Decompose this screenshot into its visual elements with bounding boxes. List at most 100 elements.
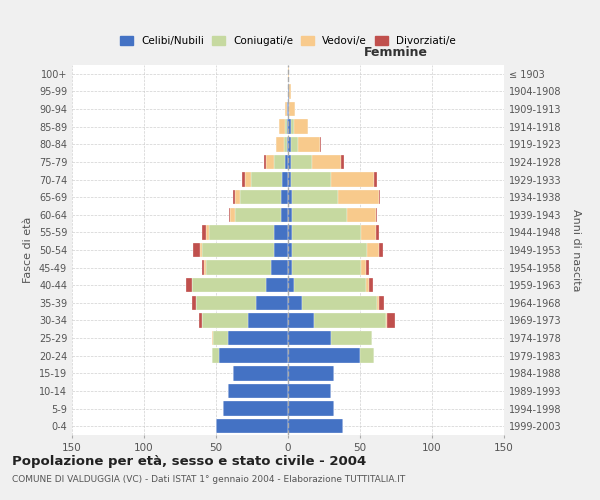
Bar xyxy=(209,225,274,240)
Bar xyxy=(292,243,367,257)
Bar xyxy=(289,84,291,98)
Bar xyxy=(288,331,331,345)
Legend: Celibi/Nubili, Coniugati/e, Vedovi/e, Divorziati/e: Celibi/Nubili, Coniugati/e, Vedovi/e, Di… xyxy=(117,33,459,50)
Bar xyxy=(233,190,235,204)
Bar xyxy=(274,243,288,257)
Bar xyxy=(202,260,205,275)
Bar xyxy=(292,225,361,240)
Bar xyxy=(287,102,288,117)
Bar xyxy=(366,278,368,292)
Bar xyxy=(288,84,289,98)
Bar xyxy=(288,296,302,310)
Bar xyxy=(292,260,361,275)
Bar xyxy=(376,208,377,222)
Bar xyxy=(376,225,379,240)
Text: COMUNE DI VALDUGGIA (VC) - Dati ISTAT 1° gennaio 2004 - Elaborazione TUTTITALIA.: COMUNE DI VALDUGGIA (VC) - Dati ISTAT 1°… xyxy=(12,475,405,484)
Bar xyxy=(248,314,288,328)
Bar xyxy=(191,278,266,292)
Bar xyxy=(331,331,371,345)
Bar xyxy=(292,208,347,222)
Bar xyxy=(288,402,334,416)
Bar xyxy=(347,208,376,222)
Bar xyxy=(367,243,379,257)
Bar xyxy=(227,331,288,345)
Bar xyxy=(287,120,288,134)
Bar xyxy=(193,243,200,257)
Bar xyxy=(274,154,285,169)
Bar xyxy=(235,208,281,222)
Bar xyxy=(287,137,288,152)
Bar xyxy=(263,154,266,169)
Bar xyxy=(285,120,287,134)
Bar xyxy=(191,296,196,310)
Bar xyxy=(202,225,206,240)
Bar xyxy=(199,314,202,328)
Bar xyxy=(242,172,245,186)
Bar xyxy=(186,278,191,292)
Bar xyxy=(230,208,235,222)
Bar xyxy=(288,66,289,81)
Bar xyxy=(256,296,288,310)
Bar xyxy=(288,278,294,292)
Bar xyxy=(202,314,248,328)
Bar xyxy=(206,260,271,275)
Bar xyxy=(196,296,256,310)
Bar xyxy=(280,120,285,134)
Bar xyxy=(288,102,289,117)
Text: Popolazione per età, sesso e stato civile - 2004: Popolazione per età, sesso e stato civil… xyxy=(12,455,366,468)
Bar xyxy=(288,243,292,257)
Bar xyxy=(216,419,288,434)
Bar xyxy=(341,154,344,169)
Bar xyxy=(291,137,298,152)
Bar xyxy=(266,278,288,292)
Bar xyxy=(291,154,313,169)
Bar xyxy=(289,102,295,117)
Bar xyxy=(219,348,288,363)
Bar xyxy=(206,225,209,240)
Bar xyxy=(285,102,287,117)
Bar xyxy=(233,366,288,380)
Bar xyxy=(277,137,284,152)
Bar xyxy=(291,120,294,134)
Bar xyxy=(288,172,291,186)
Bar xyxy=(288,137,291,152)
Bar xyxy=(229,208,230,222)
Bar xyxy=(388,314,395,328)
Bar xyxy=(361,260,366,275)
Y-axis label: Fasce di età: Fasce di età xyxy=(23,217,33,283)
Text: Femmine: Femmine xyxy=(364,46,428,60)
Bar xyxy=(294,278,366,292)
Y-axis label: Anni di nascita: Anni di nascita xyxy=(571,209,581,291)
Bar xyxy=(313,154,341,169)
Bar xyxy=(200,243,202,257)
Bar xyxy=(223,402,288,416)
Bar xyxy=(291,172,331,186)
Bar xyxy=(314,314,386,328)
Bar xyxy=(213,331,227,345)
Bar xyxy=(227,384,288,398)
Bar xyxy=(288,314,314,328)
Bar xyxy=(288,154,291,169)
Bar xyxy=(288,384,331,398)
Bar xyxy=(284,137,287,152)
Bar xyxy=(379,296,385,310)
Bar xyxy=(302,296,377,310)
Bar xyxy=(386,314,388,328)
Bar xyxy=(274,225,288,240)
Bar xyxy=(338,190,379,204)
Bar xyxy=(235,190,241,204)
Bar xyxy=(288,348,360,363)
Bar xyxy=(288,225,292,240)
Bar xyxy=(282,172,288,186)
Bar xyxy=(281,190,288,204)
Bar xyxy=(288,190,292,204)
Bar xyxy=(288,208,292,222)
Bar xyxy=(245,172,251,186)
Bar xyxy=(285,154,288,169)
Bar xyxy=(271,260,288,275)
Bar xyxy=(205,260,206,275)
Bar xyxy=(292,190,338,204)
Bar xyxy=(288,120,291,134)
Bar xyxy=(281,208,288,222)
Bar xyxy=(368,278,373,292)
